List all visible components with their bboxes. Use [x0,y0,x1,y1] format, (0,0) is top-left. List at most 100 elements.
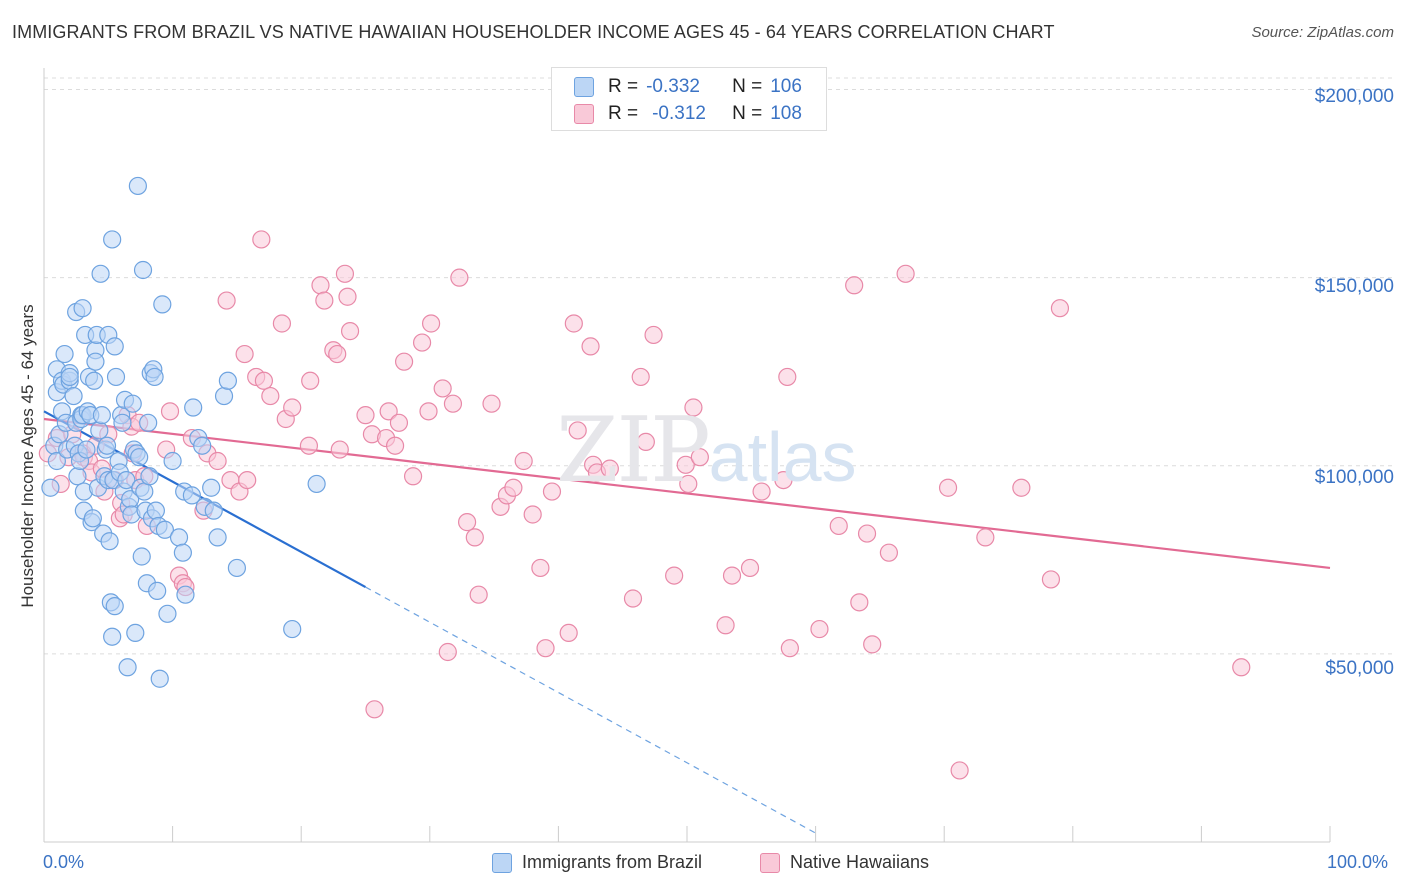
gridlines [44,77,1394,655]
data-point-brazil [60,367,79,387]
data-point-native-hawaiians [412,333,432,352]
data-point-brazil [77,440,96,459]
data-point-native-hawaiians [679,474,698,494]
legend-n-label: N = [732,103,763,124]
data-point-native-hawaiians [623,589,643,608]
data-point-brazil [146,501,165,520]
data-point-native-hawaiians [845,276,864,295]
y-tick-label-50k: $50,000 [1325,658,1394,679]
data-point-brazil [128,176,147,196]
data-point-brazil [105,337,124,356]
data-point-native-hawaiians [328,344,347,364]
legend-row-brazil: R = -0.332 N = 106 [574,74,802,100]
data-point-native-hawaiians [514,451,533,471]
data-point-brazil [132,547,151,566]
data-point-native-hawaiians [850,593,869,612]
bottom-legend-label-hawaiians: Native Hawaiians [790,852,930,872]
legend-r-value-brazil: -0.332 [646,76,700,97]
data-point-brazil [204,501,223,520]
legend-n-value-brazil: 106 [770,76,802,97]
bottom-legend-swatch-hawaiians [760,852,780,873]
data-point-brazil [202,478,221,497]
legend-row-hawaiians: R = -0.312 N = 108 [574,101,802,127]
data-point-brazil [100,532,119,551]
data-point-native-hawaiians [356,406,375,425]
data-point-native-hawaiians [778,367,797,387]
y-tick-label-200k: $200,000 [1314,86,1394,107]
data-point-brazil [133,260,153,280]
legend-n-value-hawaiians: 108 [770,103,802,124]
data-point-brazil [123,394,142,413]
data-point-native-hawaiians [403,467,423,486]
legend-r-value-hawaiians: -0.312 [652,103,706,124]
data-point-native-hawaiians [457,513,477,532]
data-point-native-hawaiians [531,558,550,578]
data-point-native-hawaiians [950,761,969,780]
data-point-native-hawaiians [433,379,452,398]
data-point-native-hawaiians [559,623,578,643]
data-point-native-hawaiians [863,635,882,654]
data-point-brazil [176,585,195,604]
data-points [38,176,1251,780]
data-point-brazil [113,413,132,432]
data-point-native-hawaiians [272,314,292,333]
data-point-native-hawaiians [568,421,587,440]
data-point-native-hawaiians [160,402,180,421]
data-point-brazil [182,486,201,505]
data-point-native-hawaiians [238,471,257,490]
data-point-native-hawaiians [542,482,562,501]
data-point-native-hawaiians [716,616,735,635]
data-point-native-hawaiians [665,566,684,585]
data-point-brazil [55,344,74,364]
data-point-brazil [163,451,182,471]
data-point-native-hawaiians [252,230,271,249]
data-point-brazil [193,436,212,455]
data-point-native-hawaiians [644,325,663,345]
data-point-native-hawaiians [385,436,405,455]
data-point-native-hawaiians [299,436,319,455]
data-point-native-hawaiians [330,440,349,459]
data-point-native-hawaiians [1050,299,1070,318]
data-point-native-hawaiians [301,371,320,390]
bottom-legend-swatch-brazil [492,852,512,873]
data-point-native-hawaiians [261,386,280,406]
trend-line-brazil-extension [365,586,816,834]
data-point-native-hawaiians [338,287,357,306]
y-tick-label-150k: $150,000 [1314,276,1394,297]
data-point-native-hawaiians [690,448,709,467]
data-point-brazil [117,471,136,490]
data-point-native-hawaiians [523,505,542,524]
data-point-native-hawaiians [752,482,771,501]
legend-n-label: N = [732,76,763,97]
data-point-brazil [148,581,167,600]
data-point-native-hawaiians [976,528,995,547]
data-point-brazil [86,352,105,371]
data-point-native-hawaiians [780,639,799,658]
data-point-native-hawaiians [394,352,414,371]
data-point-brazil [139,413,158,432]
data-point-native-hawaiians [564,314,583,333]
data-point-native-hawaiians [389,413,409,432]
data-point-native-hawaiians [896,264,915,283]
data-point-native-hawaiians [235,344,254,364]
watermark-atlas: atlas [708,418,857,496]
stats-legend: R = -0.332 N = 106 R = -0.312 N = 108 [551,67,827,131]
data-point-native-hawaiians [504,478,523,497]
data-point-brazil [150,669,169,688]
data-point-brazil [91,264,110,283]
data-point-native-hawaiians [676,455,695,474]
trend-line-native-hawaiians [43,417,1331,570]
x-tick-label-max: 100.0% [1327,852,1389,872]
data-point-native-hawaiians [740,558,760,578]
data-point-native-hawaiians [581,337,600,356]
data-point-brazil [140,467,159,486]
data-point-brazil [92,406,111,425]
data-point-native-hawaiians [335,264,355,283]
data-point-native-hawaiians [465,528,484,547]
data-point-brazil [90,421,109,440]
source-credit: Source: ZipAtlas.com [1251,24,1394,41]
data-point-brazil [118,658,137,677]
data-point-native-hawaiians [938,478,958,497]
data-point-native-hawaiians [482,394,501,413]
data-point-brazil [158,604,177,623]
